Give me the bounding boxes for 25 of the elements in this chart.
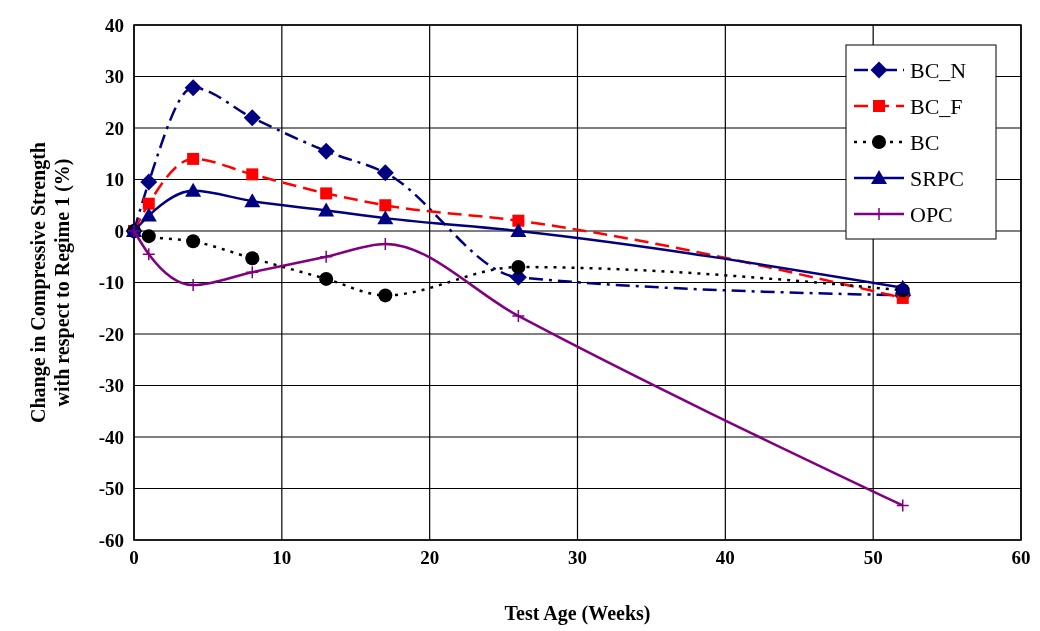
y-tick-label: 0 xyxy=(114,220,124,242)
y-tick-label: -10 xyxy=(98,272,124,294)
legend-label: OPC xyxy=(910,201,953,227)
x-tick-label: 20 xyxy=(420,547,440,568)
y-tick-label: -40 xyxy=(98,426,124,448)
x-tick-label: 50 xyxy=(863,547,883,568)
legend-label: SRPC xyxy=(910,165,964,191)
x-tick-label: 10 xyxy=(272,547,292,568)
y-tick-label: -60 xyxy=(98,529,124,551)
legend-label: BC_F xyxy=(910,93,963,119)
legend-label: BC_N xyxy=(910,57,967,83)
x-tick-label: 60 xyxy=(1011,547,1031,568)
y-tick-label: -50 xyxy=(98,478,124,500)
legend-label: BC xyxy=(910,129,940,155)
y-axis-title: Change in Compressive Strength with respect to Regime 1 (%) xyxy=(27,142,74,423)
y-tick-label: -20 xyxy=(98,323,124,345)
y-tick-label: 20 xyxy=(105,117,124,139)
x-tick-label: 0 xyxy=(129,547,139,568)
y-tick-label: 30 xyxy=(105,66,124,88)
x-tick-label: 40 xyxy=(715,547,735,568)
y-tick-label: 10 xyxy=(105,169,124,191)
y-tick-label: 40 xyxy=(105,14,124,36)
y-tick-label: -30 xyxy=(98,375,124,397)
x-tick-label: 30 xyxy=(568,547,587,568)
x-axis-title: Test Age (Weeks) xyxy=(504,602,651,625)
